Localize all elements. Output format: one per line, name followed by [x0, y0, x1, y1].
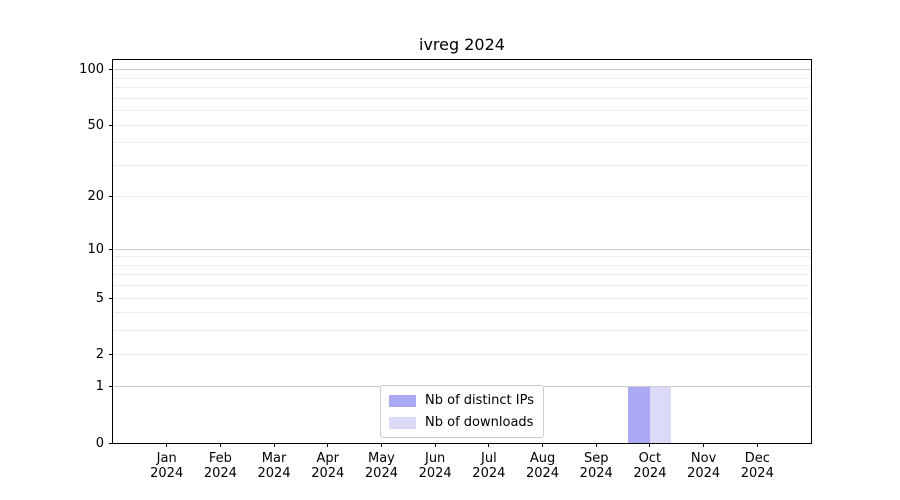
- y-tick-mark: [109, 386, 113, 388]
- legend-swatch-distinct-ips: [389, 394, 417, 407]
- x-tick-label-line: 2024: [525, 466, 560, 481]
- y-tick-label: 0: [95, 435, 104, 451]
- x-tick-label-line: Jun: [424, 451, 446, 466]
- x-tick-mark: [488, 443, 490, 447]
- x-tick-label-line: Mar: [261, 451, 287, 466]
- legend: Nb of distinct IPs Nb of downloads: [380, 385, 544, 438]
- x-tick-label-line: Aug: [529, 451, 556, 466]
- legend-swatch-downloads: [389, 416, 417, 429]
- x-tick-label: Feb 2024: [190, 451, 250, 481]
- gridline-minor: [113, 274, 811, 276]
- y-tick-mark: [109, 353, 113, 355]
- gridline-minor: [113, 142, 811, 144]
- x-tick-label: Dec 2024: [727, 451, 787, 481]
- x-tick-mark: [380, 443, 382, 447]
- gridline-minor: [113, 353, 811, 355]
- x-tick-label-line: Feb: [208, 451, 232, 466]
- gridline-minor: [113, 330, 811, 332]
- legend-item-distinct-ips: Nb of distinct IPs: [389, 391, 534, 410]
- x-tick-label: Apr 2024: [298, 451, 358, 481]
- x-tick-mark: [327, 443, 329, 447]
- x-tick-label-line: 2024: [579, 466, 613, 481]
- legend-label-distinct-ips: Nb of distinct IPs: [425, 393, 534, 408]
- y-tick-mark: [109, 69, 113, 71]
- x-tick-label: Nov 2024: [674, 451, 734, 481]
- x-tick-label-line: Jul: [481, 451, 497, 466]
- gridline-minor: [113, 97, 811, 99]
- x-tick-mark: [542, 443, 544, 447]
- x-tick-label-line: 2024: [687, 466, 721, 481]
- x-tick-label-line: 2024: [257, 466, 291, 481]
- x-tick-label-line: Dec: [744, 451, 770, 466]
- gridline-minor: [113, 312, 811, 314]
- bar-nb-of-downloads-oct-2024: [649, 386, 672, 443]
- x-tick-label-line: Apr: [316, 451, 340, 466]
- gridline-minor: [113, 164, 811, 166]
- x-tick-mark: [434, 443, 436, 447]
- ticks-layer: 0 1 2 5 10 20 50 100 Jan 2024 Feb 2024 Mar 2024 Apr 202…: [79, 60, 811, 481]
- x-tick-label: Sep 2024: [566, 451, 626, 481]
- gridline-major: [113, 69, 811, 71]
- legend-item-downloads: Nb of downloads: [389, 413, 534, 432]
- y-tick-label: 10: [87, 241, 104, 257]
- gridline-minor: [113, 77, 811, 79]
- bar-nb-of-distinct-ips-oct-2024: [628, 386, 650, 443]
- x-tick-label: Oct 2024: [620, 451, 680, 481]
- x-tick-label: Jul 2024: [459, 451, 519, 481]
- x-tick-label-line: 2024: [150, 466, 184, 481]
- x-tick-label: May 2024: [351, 451, 411, 481]
- gridline-minor: [113, 264, 811, 266]
- x-tick-label-line: 2024: [472, 466, 506, 481]
- x-tick-label-line: Nov: [690, 451, 717, 466]
- x-tick-mark: [649, 443, 651, 447]
- x-tick-label-line: 2024: [364, 466, 398, 481]
- chart-title: ivreg 2024: [419, 35, 505, 54]
- x-tick-label-line: 2024: [740, 466, 774, 481]
- bars-layer: [113, 60, 811, 443]
- gridline-minor: [113, 196, 811, 198]
- x-tick-label: Jan 2024: [137, 451, 197, 481]
- y-tick-mark: [109, 196, 113, 198]
- x-tick-mark: [166, 443, 168, 447]
- y-tick-mark: [109, 442, 113, 444]
- y-tick-label: 5: [95, 290, 104, 306]
- x-tick-label-line: May: [368, 451, 395, 466]
- legend-label-downloads: Nb of downloads: [425, 415, 534, 430]
- y-tick-mark: [109, 248, 113, 250]
- gridline-major: [113, 248, 811, 250]
- x-tick-mark: [219, 443, 221, 447]
- x-tick-label-line: Sep: [583, 451, 609, 466]
- gridline-minor: [113, 110, 811, 112]
- x-tick-mark: [703, 443, 705, 447]
- x-tick-label: Aug 2024: [513, 451, 573, 481]
- y-tick-label: 20: [87, 189, 104, 205]
- y-tick-label: 2: [95, 346, 104, 362]
- x-tick-label-line: Oct: [638, 451, 662, 466]
- y-tick-label: 100: [79, 62, 104, 78]
- gridline-minor: [113, 285, 811, 287]
- x-tick-label: Mar 2024: [244, 451, 304, 481]
- y-tick-label: 1: [95, 379, 104, 395]
- y-tick-mark: [109, 297, 113, 299]
- x-tick-mark: [273, 443, 275, 447]
- x-tick-label: Jun 2024: [405, 451, 465, 481]
- gridline-minor: [113, 297, 811, 299]
- plot-area: 0 1 2 5 10 20 50 100 Jan 2024 Feb 2024 Mar 2024 Apr 202…: [79, 59, 812, 481]
- x-tick-label-line: 2024: [203, 466, 237, 481]
- gridline-minor: [113, 124, 811, 126]
- x-tick-mark: [595, 443, 597, 447]
- x-tick-label-line: Jan: [156, 451, 177, 466]
- y-tick-mark: [109, 124, 113, 126]
- y-tick-label: 50: [87, 117, 104, 133]
- x-tick-label-line: 2024: [311, 466, 345, 481]
- x-tick-label-line: 2024: [418, 466, 452, 481]
- gridline-minor: [113, 256, 811, 258]
- gridline-minor: [113, 87, 811, 89]
- x-tick-label-line: 2024: [633, 466, 667, 481]
- x-tick-mark: [756, 443, 758, 447]
